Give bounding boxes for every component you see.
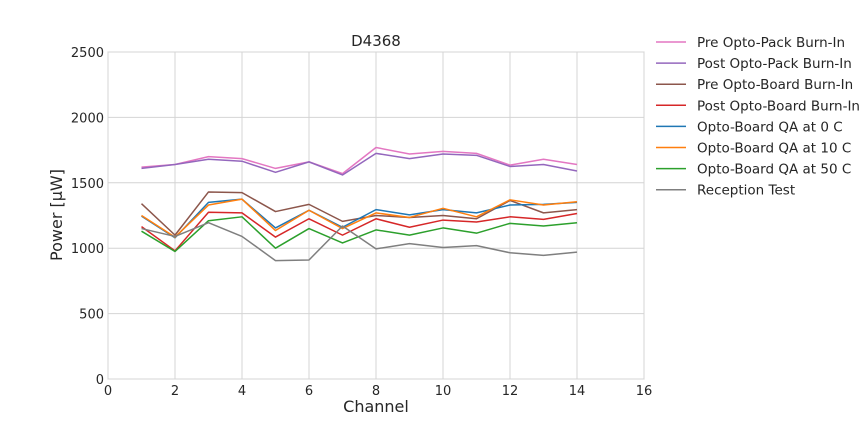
legend-label: Opto-Board QA at 50 C — [697, 162, 851, 178]
chart-title: D4368 — [351, 32, 401, 50]
x-tick-label: 12 — [502, 384, 519, 399]
x-tick-label: 6 — [305, 384, 313, 399]
grid — [107, 51, 645, 380]
y-tick-label: 2000 — [71, 111, 104, 126]
series-line-1 — [141, 146, 578, 175]
series-line-8 — [141, 221, 578, 262]
legend-label: Post Opto-Pack Burn-In — [697, 56, 852, 72]
x-tick-label: 2 — [171, 384, 179, 399]
series-line-7 — [141, 216, 578, 253]
legend-label: Pre Opto-Pack Burn-In — [697, 35, 845, 51]
series-lines — [140, 146, 578, 262]
y-tick-label: 2500 — [71, 46, 104, 61]
x-tick-label: 10 — [435, 384, 452, 399]
legend-label: Pre Opto-Board Burn-In — [697, 77, 853, 93]
y-tick-label: 1000 — [71, 242, 104, 257]
legend: Pre Opto-Pack Burn-In Post Opto-Pack Burn… — [656, 35, 860, 199]
x-tick-label: 14 — [569, 384, 586, 399]
series-line-5 — [141, 198, 578, 239]
legend-label: Reception Test — [697, 183, 795, 199]
series-line-6 — [141, 198, 578, 238]
series-line-2 — [141, 152, 578, 176]
y-tick-label: 1500 — [71, 177, 104, 192]
legend-label: Opto-Board QA at 0 C — [697, 119, 843, 135]
y-axis-label: Power [μW] — [47, 169, 66, 261]
x-tick-label: 8 — [372, 384, 380, 399]
x-tick-label: 16 — [636, 384, 653, 399]
legend-label: Post Opto-Board Burn-In — [697, 98, 860, 114]
series-line-4 — [141, 211, 578, 252]
x-axis-label: Channel — [343, 397, 409, 416]
x-tick-label: 0 — [104, 384, 112, 399]
legend-label: Opto-Board QA at 10 C — [697, 141, 851, 157]
y-tick-label: 0 — [96, 373, 104, 388]
x-tick-label: 4 — [238, 384, 246, 399]
y-tick-label: 500 — [79, 308, 104, 323]
tick-labels: 0 2 4 6 8 10 12 14 16 0 500 1000 1500 2000 2500 — [71, 46, 652, 399]
